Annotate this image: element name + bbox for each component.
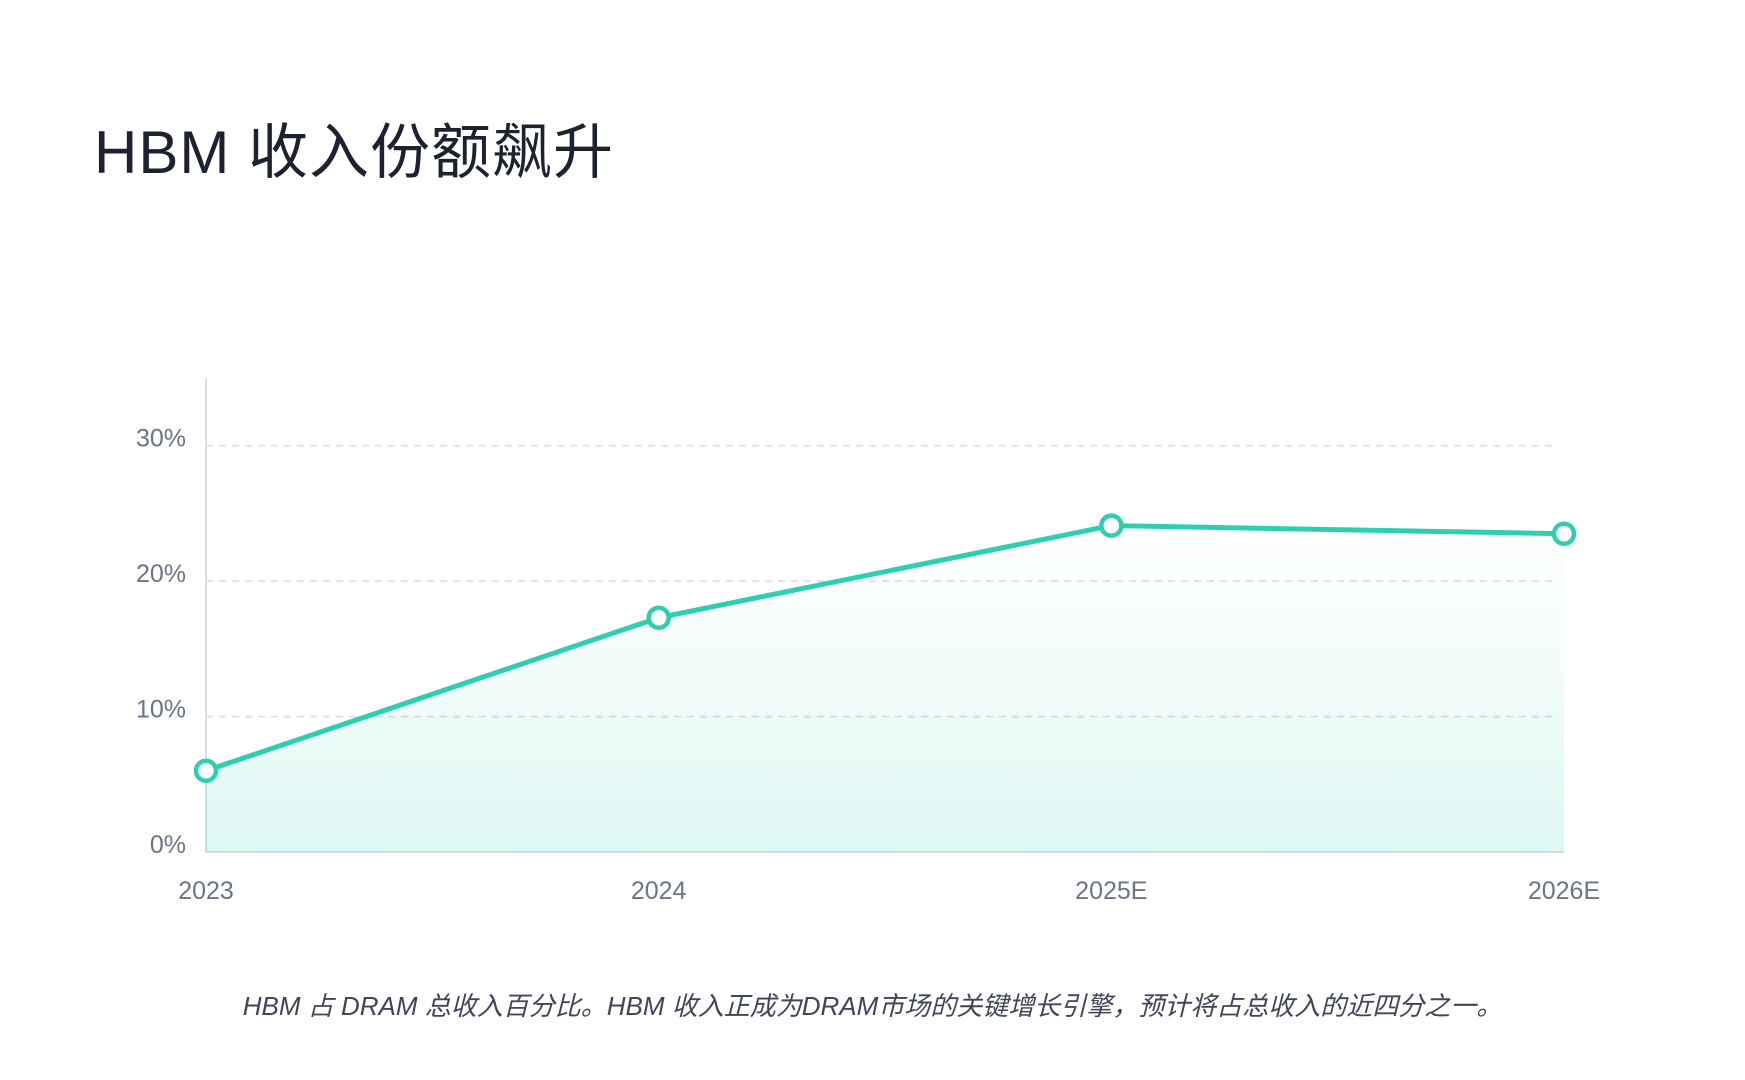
data-point [646, 605, 671, 630]
y-tick-label: 10% [136, 696, 186, 724]
y-tick-label: 0% [150, 831, 186, 859]
x-tick-labels: 2023 2024 2025E 2026E [178, 877, 1600, 905]
series-area [206, 525, 1564, 852]
chart-caption: HBM 占 DRAM 总收入百分比。HBM 收入正成为DRAM市场的关键增长引擎… [242, 991, 1503, 1021]
data-point [1551, 521, 1577, 546]
series-line [203, 523, 1567, 774]
page-title: HBM 收入份额飙升 [94, 119, 614, 186]
line-chart: 0% 10% 20% 30% 2023 2024 2025E 2026E [136, 378, 1600, 905]
x-tick-label: 2026E [1528, 877, 1600, 905]
x-tick-label: 2024 [631, 877, 687, 905]
x-tick-label: 2023 [178, 877, 234, 905]
data-points [193, 513, 1577, 783]
y-tick-label: 30% [136, 425, 186, 453]
y-tick-label: 20% [136, 560, 186, 588]
x-tick-label: 2025E [1075, 877, 1147, 905]
data-point [1099, 513, 1124, 538]
data-point [193, 758, 219, 783]
y-tick-labels: 0% 10% 20% 30% [136, 425, 186, 859]
